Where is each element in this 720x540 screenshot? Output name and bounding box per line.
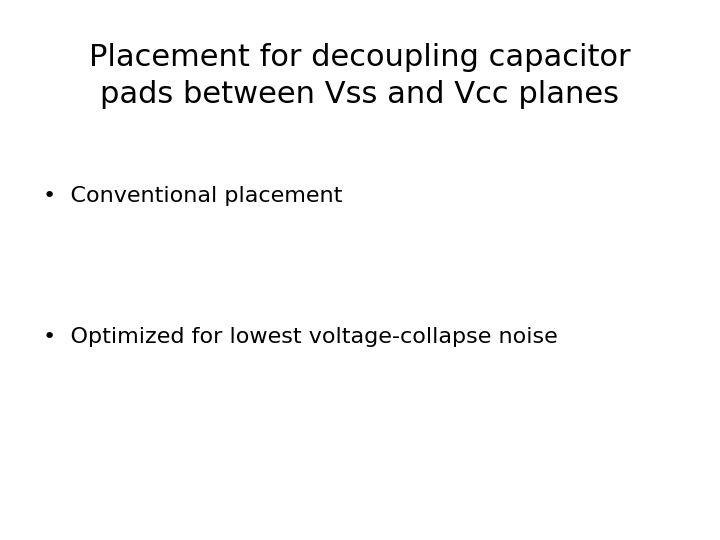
Text: •  Optimized for lowest voltage-collapse noise: • Optimized for lowest voltage-collapse … — [43, 327, 558, 347]
Text: Placement for decoupling capacitor
pads between Vss and Vcc planes: Placement for decoupling capacitor pads … — [89, 43, 631, 109]
Text: •  Conventional placement: • Conventional placement — [43, 186, 343, 206]
